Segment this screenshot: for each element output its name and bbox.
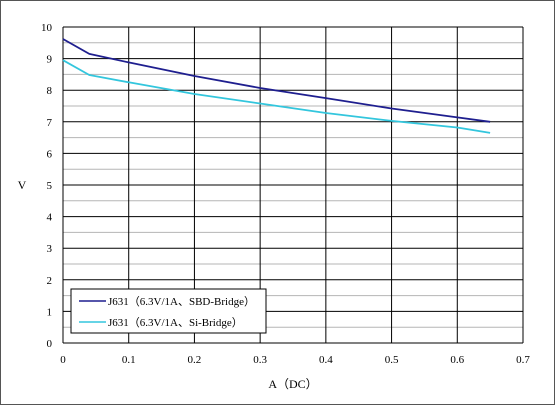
y-tick-label: 8 [47, 85, 53, 97]
y-tick-label: 1 [47, 306, 53, 318]
x-axis-title: A（DC） [268, 377, 317, 391]
legend-label-sbd: J631（6.3V/1A、SBD-Bridge） [108, 295, 255, 308]
x-tick-label: 0.4 [319, 354, 333, 366]
x-tick-label: 0.5 [385, 354, 399, 366]
x-tick-labels: 0 0.1 0.2 0.3 0.4 0.5 0.6 0.7 [60, 354, 530, 366]
y-tick-label: 0 [47, 338, 53, 350]
legend-box [70, 288, 267, 334]
x-tick-label: 0.3 [253, 354, 267, 366]
minor-gridlines [63, 42, 523, 328]
series-line-si [62, 59, 491, 134]
x-tick-label: 0.2 [188, 354, 202, 366]
series-line-sbd [62, 38, 491, 123]
x-tick-label: 0.7 [516, 354, 530, 366]
major-gridlines [62, 26, 524, 344]
x-tick-label: 0 [60, 354, 66, 366]
legend-label-si: J631（6.3V/1A、Si-Bridge） [108, 316, 243, 329]
y-tick-label: 6 [47, 148, 53, 160]
y-tick-labels: 0 1 2 3 4 5 6 7 8 9 10 [41, 22, 53, 350]
series-lines [62, 38, 491, 134]
y-tick-label: 4 [47, 212, 53, 224]
x-tick-label: 0.1 [122, 354, 136, 366]
y-tick-label: 10 [41, 22, 53, 34]
x-tick-label: 0.6 [450, 354, 464, 366]
y-axis-title: V [18, 178, 27, 192]
y-tick-label: 3 [47, 243, 53, 255]
y-tick-label: 9 [47, 54, 53, 66]
legend: J631（6.3V/1A、SBD-Bridge） J631（6.3V/1A、Si… [70, 288, 267, 334]
y-tick-label: 2 [47, 275, 53, 287]
y-tick-label: 7 [47, 117, 53, 129]
y-tick-label: 5 [47, 180, 53, 192]
